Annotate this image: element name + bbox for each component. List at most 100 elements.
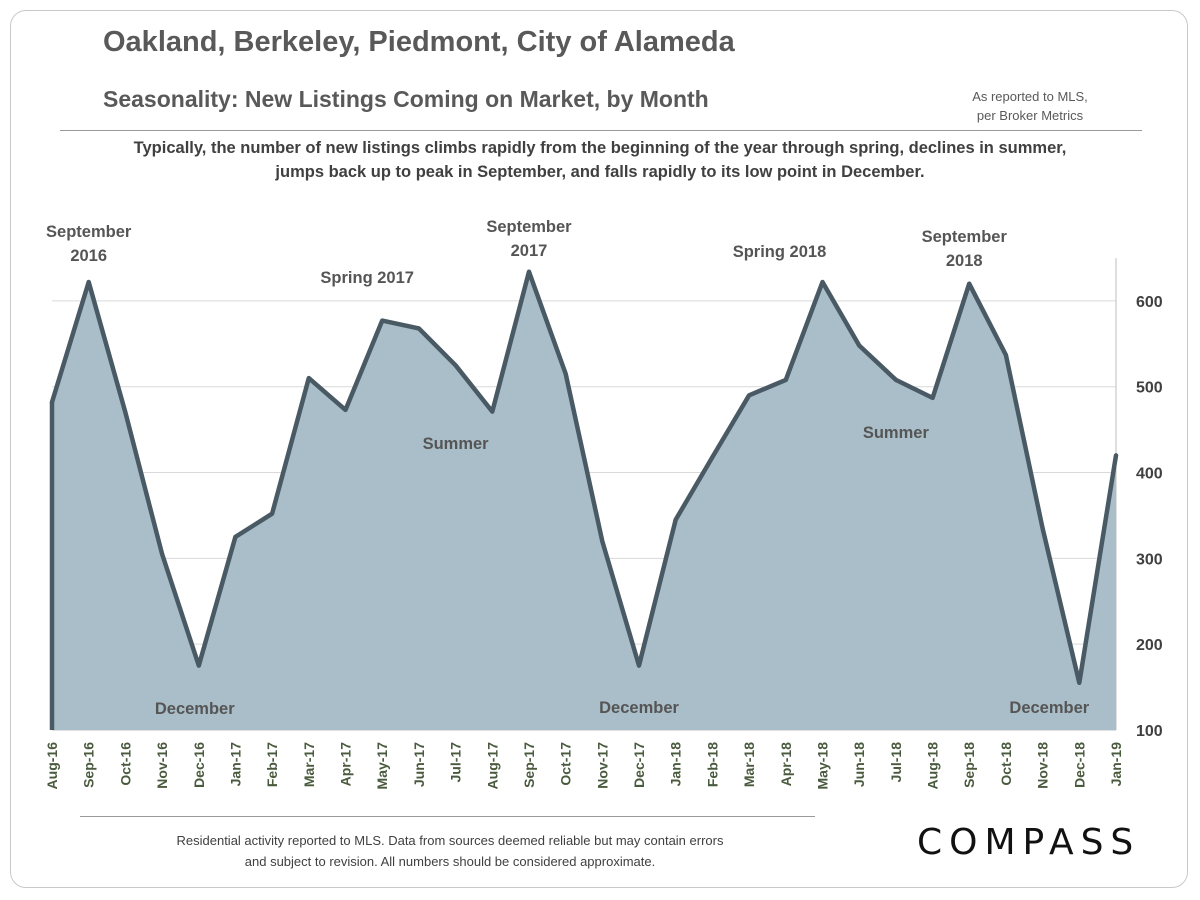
data-point bbox=[527, 270, 531, 274]
data-point bbox=[233, 535, 237, 539]
data-point bbox=[564, 372, 568, 376]
annotation-label: September 2017 bbox=[486, 218, 572, 260]
header-divider bbox=[60, 130, 1142, 131]
x-tick-label: Oct-18 bbox=[998, 742, 1014, 786]
x-tick-label: Apr-17 bbox=[338, 742, 354, 787]
data-point bbox=[857, 344, 861, 348]
x-tick-label: Aug-16 bbox=[44, 742, 60, 790]
x-tick-label: Oct-17 bbox=[558, 742, 574, 786]
footer-divider bbox=[80, 816, 815, 817]
annotation-line: 2017 bbox=[511, 242, 548, 260]
x-tick-label: Dec-18 bbox=[1071, 742, 1087, 788]
chart-subtitle: Seasonality: New Listings Coming on Mark… bbox=[103, 86, 709, 112]
annotation-line: December bbox=[155, 700, 235, 718]
data-point bbox=[931, 396, 935, 400]
x-tick-label: Jun-18 bbox=[851, 742, 867, 787]
x-axis-ticks: Aug-16 Sep-16 Oct-16 Nov-16 Dec-16 Jan-17 Feb-… bbox=[44, 742, 1124, 790]
annotation-label: December bbox=[155, 700, 235, 718]
data-point bbox=[1041, 526, 1045, 530]
x-tick-label: Dec-17 bbox=[631, 742, 647, 788]
y-tick-label: 400 bbox=[1136, 466, 1163, 483]
data-point bbox=[50, 400, 54, 404]
data-point bbox=[1077, 681, 1081, 685]
series-area bbox=[52, 271, 1116, 730]
data-point bbox=[1114, 453, 1118, 457]
data-point bbox=[967, 282, 971, 286]
x-tick-label: Mar-17 bbox=[301, 742, 317, 787]
annotation-line: December bbox=[1009, 699, 1089, 717]
annotation-line: Spring 2017 bbox=[320, 269, 414, 287]
annotation-line: September bbox=[46, 223, 132, 241]
annotation-label: December bbox=[1009, 699, 1089, 717]
data-point bbox=[417, 326, 421, 330]
annotation-label: Summer bbox=[863, 424, 930, 442]
x-tick-label: Dec-16 bbox=[191, 742, 207, 788]
data-point bbox=[344, 408, 348, 412]
compass-logo: COMPASS bbox=[917, 822, 1141, 863]
x-tick-label: Jul-18 bbox=[888, 742, 904, 783]
annotation-line: Summer bbox=[863, 424, 930, 442]
x-tick-label: Mar-18 bbox=[741, 742, 757, 787]
data-point bbox=[270, 512, 274, 516]
page-title: Oakland, Berkeley, Piedmont, City of Ala… bbox=[103, 26, 735, 58]
x-tick-label: Nov-18 bbox=[1035, 742, 1051, 789]
data-point bbox=[454, 363, 458, 367]
footnote: Residential activity reported to MLS. Da… bbox=[80, 830, 820, 872]
x-tick-label: Jul-17 bbox=[448, 742, 464, 783]
series-line bbox=[49, 269, 1119, 686]
data-point bbox=[600, 539, 604, 543]
data-point bbox=[637, 664, 641, 668]
annotations: September 2016 December Spring 2017 Summer Se… bbox=[46, 218, 1090, 718]
description-line1: Typically, the number of new listings cl… bbox=[133, 139, 1067, 157]
x-tick-label: Aug-17 bbox=[484, 742, 500, 790]
data-point bbox=[894, 378, 898, 382]
annotation-line: Summer bbox=[423, 435, 490, 453]
data-point bbox=[747, 393, 751, 397]
y-tick-label: 600 bbox=[1136, 294, 1163, 311]
x-tick-label: Feb-18 bbox=[704, 742, 720, 787]
annotation-label: December bbox=[599, 699, 679, 717]
y-tick-label: 500 bbox=[1136, 380, 1163, 397]
data-point bbox=[123, 410, 127, 414]
annotation-line: Spring 2018 bbox=[733, 243, 827, 261]
annotation-line: September bbox=[486, 218, 572, 236]
annotation-line: September bbox=[922, 228, 1008, 246]
x-tick-label: May-18 bbox=[814, 742, 830, 790]
footnote-line1: Residential activity reported to MLS. Da… bbox=[176, 833, 724, 848]
data-point bbox=[87, 280, 91, 284]
annotation-line: 2016 bbox=[70, 247, 107, 265]
annotation-line: December bbox=[599, 699, 679, 717]
data-point bbox=[197, 664, 201, 668]
x-tick-label: May-17 bbox=[374, 742, 390, 790]
x-tick-label: Sep-17 bbox=[521, 742, 537, 788]
x-tick-label: Jan-18 bbox=[668, 742, 684, 787]
annotation-label: Spring 2017 bbox=[320, 269, 414, 287]
y-axis-ticks: 100 200 300 400 500 600 bbox=[1136, 294, 1163, 740]
data-point bbox=[710, 455, 714, 459]
x-tick-label: Nov-16 bbox=[154, 742, 170, 789]
footnote-line2: and subject to revision. All numbers sho… bbox=[244, 854, 656, 869]
x-tick-label: Nov-17 bbox=[594, 742, 610, 789]
annotation-line: 2018 bbox=[946, 252, 983, 270]
x-tick-label: Feb-17 bbox=[264, 742, 280, 787]
data-point bbox=[380, 319, 384, 323]
x-tick-label: Jan-17 bbox=[227, 742, 243, 787]
annotation-label: Summer bbox=[423, 435, 490, 453]
y-tick-label: 100 bbox=[1136, 723, 1163, 740]
annotation-label: September 2018 bbox=[922, 228, 1008, 270]
y-tick-label: 300 bbox=[1136, 551, 1163, 568]
x-tick-label: Jun-17 bbox=[411, 742, 427, 787]
x-tick-label: Apr-18 bbox=[778, 742, 794, 787]
x-tick-label: Oct-16 bbox=[117, 742, 133, 786]
data-point bbox=[674, 518, 678, 522]
x-tick-label: Aug-18 bbox=[925, 742, 941, 790]
x-tick-label: Sep-18 bbox=[961, 742, 977, 788]
data-point bbox=[490, 410, 494, 414]
source-note-line2: per Broker Metrics bbox=[976, 108, 1084, 123]
data-point bbox=[820, 280, 824, 284]
annotation-label: September 2016 bbox=[46, 223, 132, 265]
chart-description: Typically, the number of new listings cl… bbox=[40, 136, 1160, 184]
description-line2: jumps back up to peak in September, and … bbox=[275, 163, 925, 181]
x-tick-label: Jan-19 bbox=[1108, 742, 1124, 787]
